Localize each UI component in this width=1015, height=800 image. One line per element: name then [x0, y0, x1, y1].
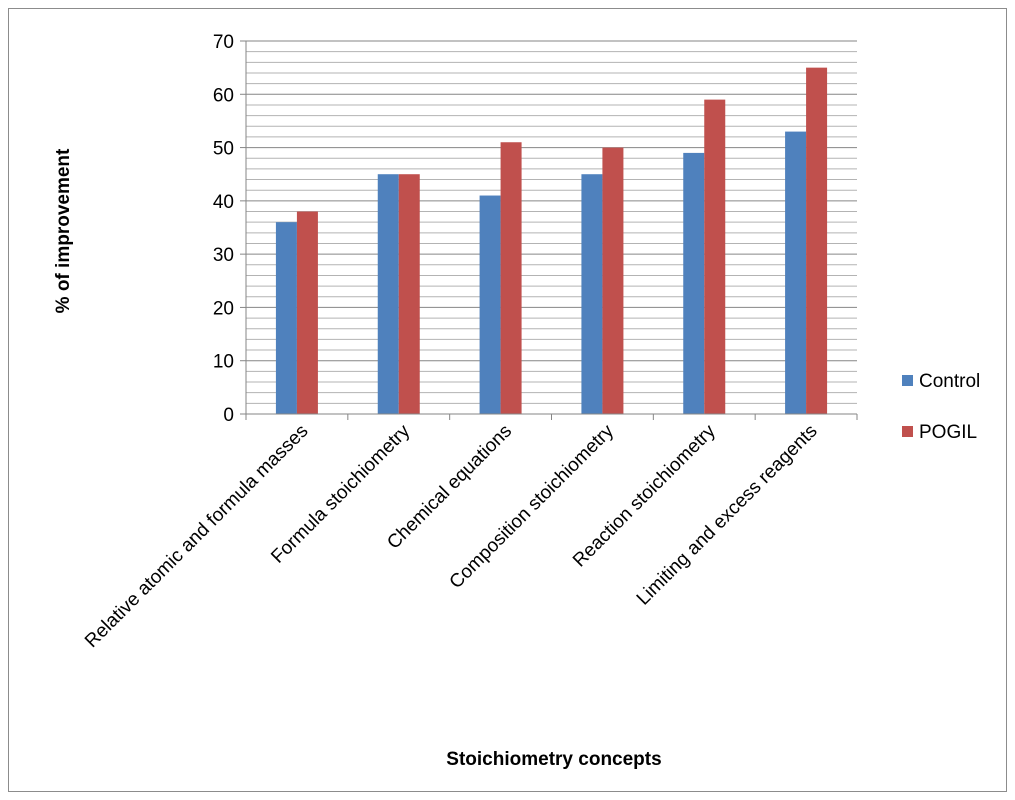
x-axis-label: Stoichiometry concepts	[446, 749, 661, 770]
bar-pogil-1	[296, 211, 318, 414]
bar-control-1	[275, 222, 297, 414]
bar-control-4	[581, 174, 603, 414]
legend-label-pogil: POGIL	[919, 422, 977, 443]
y-tick-label: 60	[213, 85, 234, 106]
gridlines	[246, 40, 857, 415]
x-tick-label: Composition stoichiometry	[446, 420, 619, 593]
bar-pogil-2	[398, 174, 420, 414]
legend: Control POGIL	[902, 371, 980, 443]
bar-chart: 0 10 20 30 40 50 60 70 Relative atomic and form…	[53, 32, 980, 770]
bar-pogil-3	[500, 142, 522, 414]
bar-pogil-6	[806, 67, 828, 414]
bar-control-2	[377, 174, 399, 414]
chart-frame: 0 10 20 30 40 50 60 70 Relative atomic and form…	[8, 8, 1007, 792]
y-tick-labels: 0 10 20 30 40 50 60 70	[213, 32, 234, 426]
y-tick-label: 10	[213, 352, 234, 373]
y-tick-label: 0	[223, 405, 234, 426]
y-tick-label: 70	[213, 32, 234, 53]
legend-swatch-control	[902, 375, 913, 386]
bar-control-6	[785, 131, 807, 414]
x-tick-label: Limiting and excess reagents	[633, 421, 822, 610]
y-tick-label: 20	[213, 298, 234, 319]
x-tick-label: Relative atomic and formula masses	[81, 421, 312, 652]
y-tick-label: 50	[213, 139, 234, 160]
bars	[275, 67, 828, 415]
y-axis-label: % of improvement	[53, 148, 74, 313]
bar-pogil-5	[704, 99, 726, 414]
bar-control-5	[683, 152, 705, 414]
bar-control-3	[479, 195, 501, 414]
axes	[240, 40, 858, 420]
y-tick-label: 30	[213, 245, 234, 266]
y-tick-label: 40	[213, 192, 234, 213]
bar-pogil-4	[602, 147, 624, 415]
legend-label-control: Control	[919, 371, 980, 392]
legend-swatch-pogil	[902, 426, 913, 437]
x-tick-labels: Relative atomic and formula massesFormul…	[81, 420, 822, 652]
